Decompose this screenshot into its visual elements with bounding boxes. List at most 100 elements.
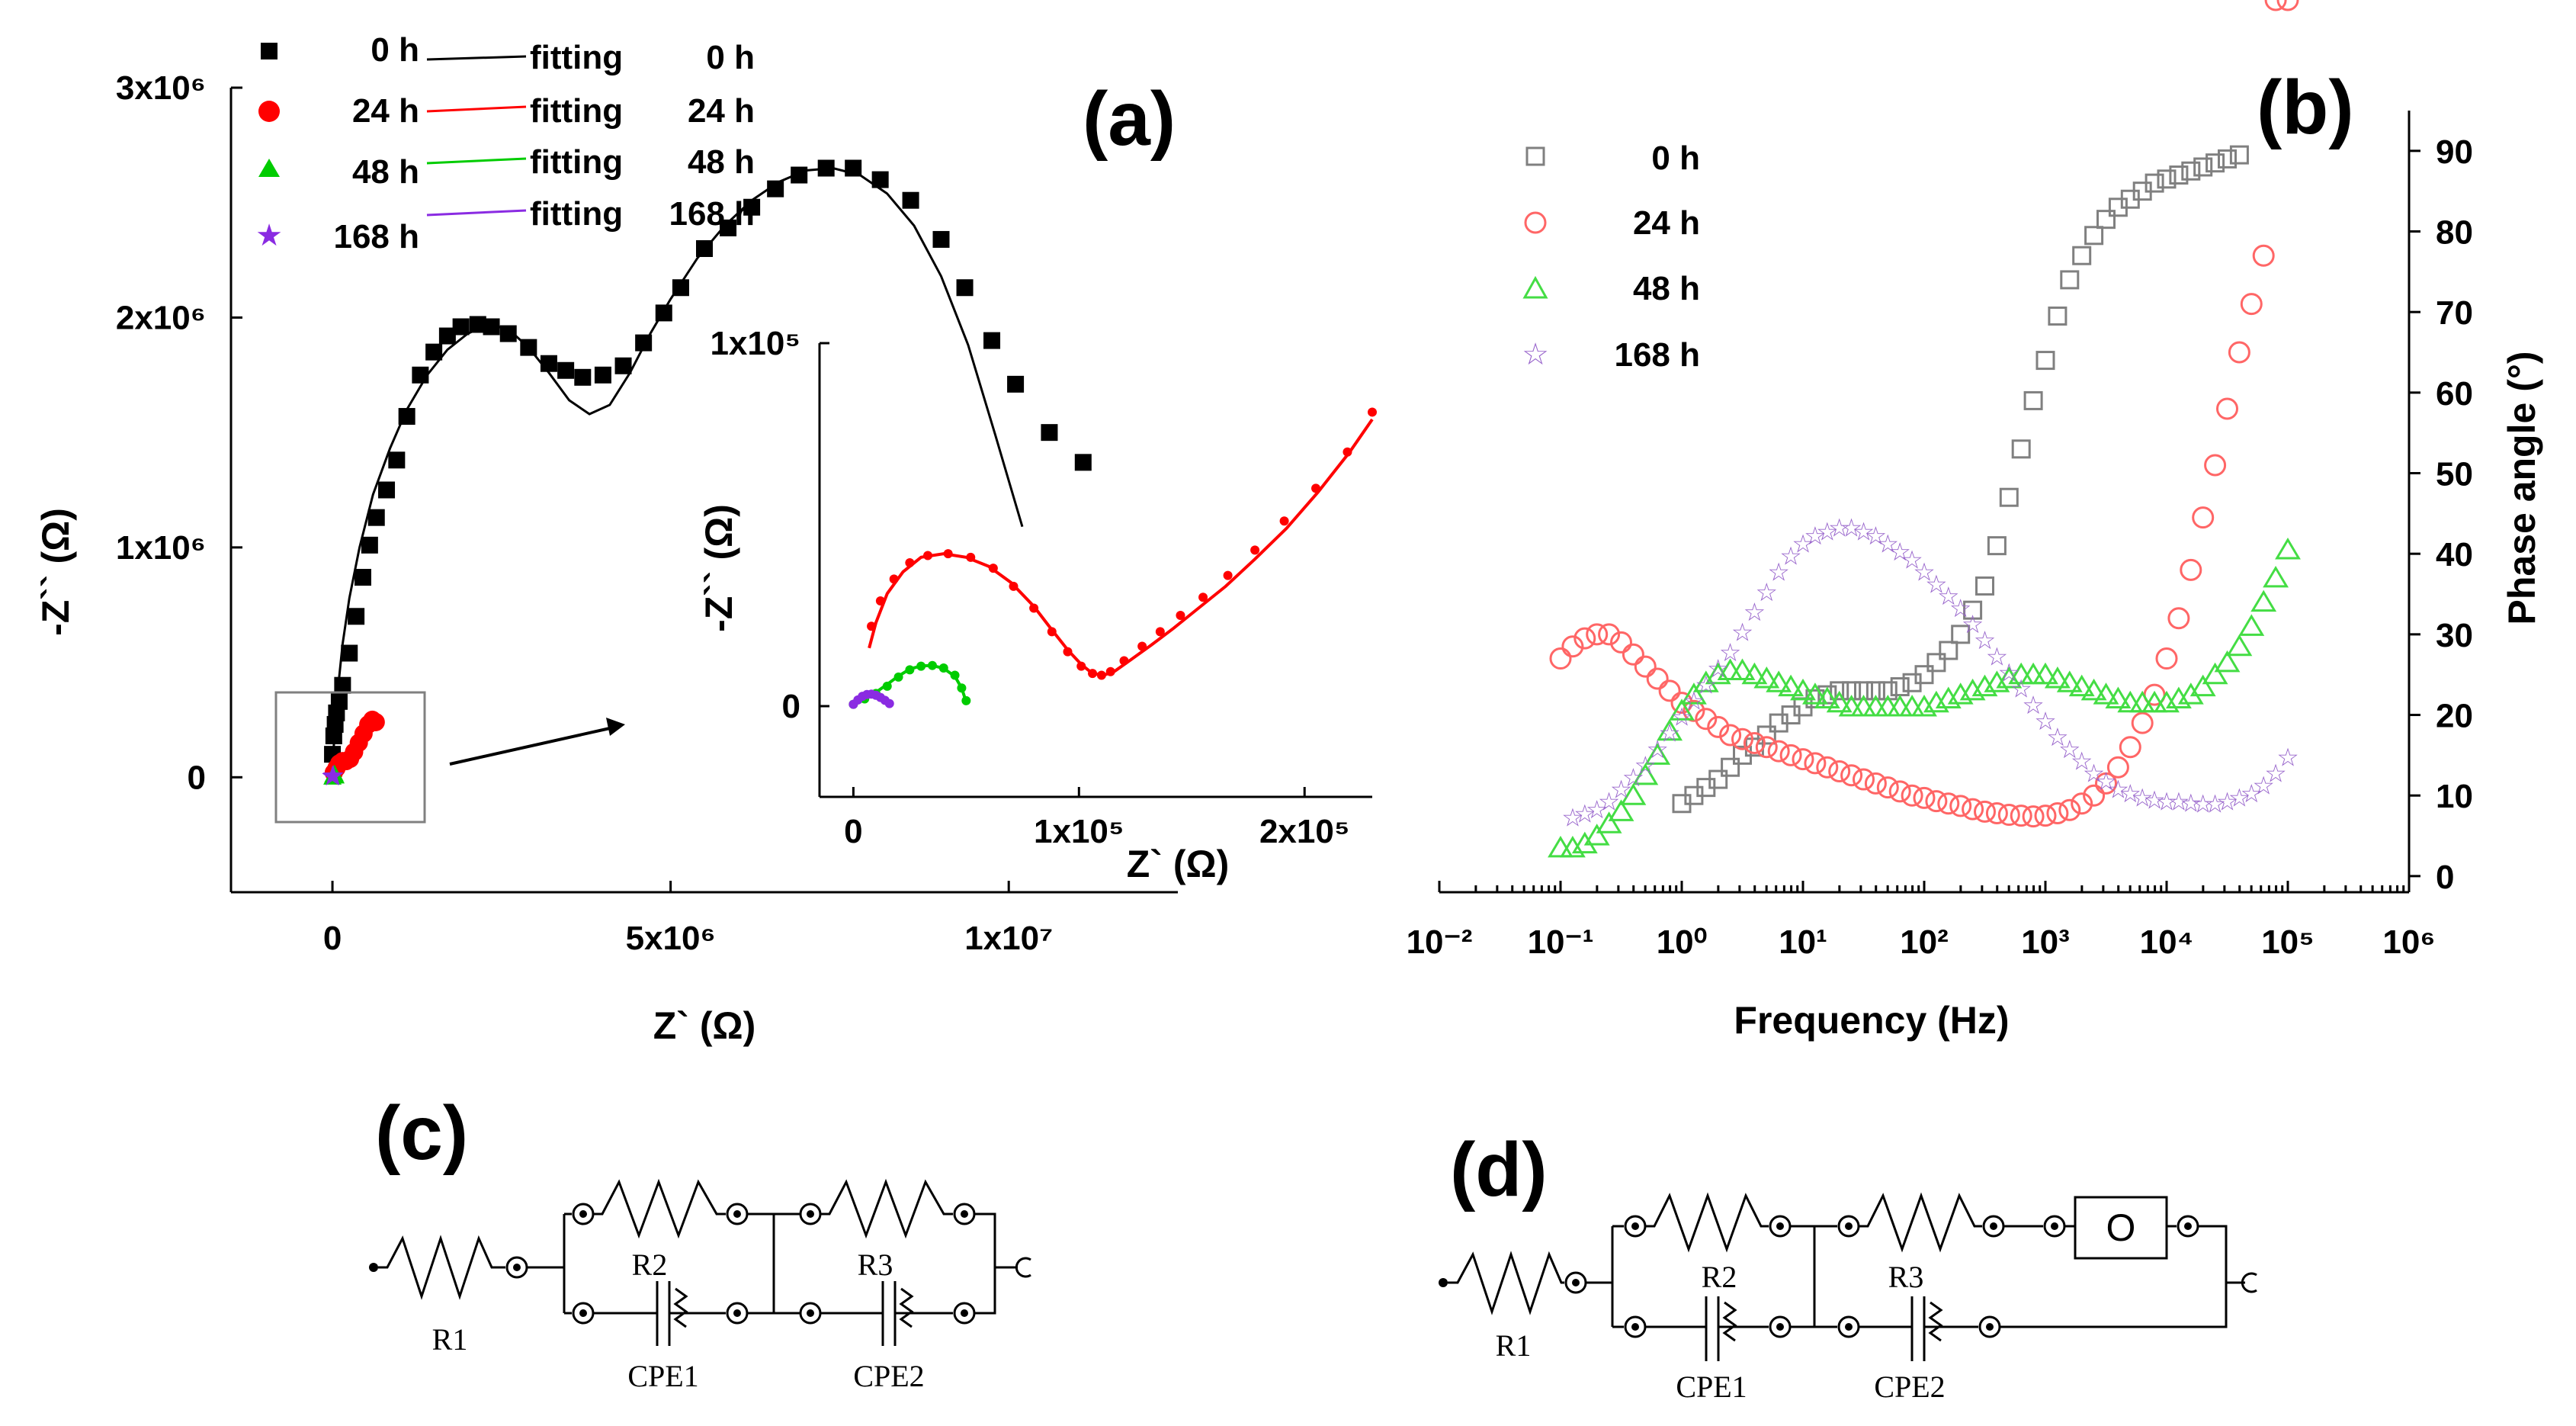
legend-fit-word-48h: fitting xyxy=(530,143,623,181)
circuit-c-cpe1-zigzag xyxy=(673,1287,688,1328)
inset-point-48h xyxy=(950,670,960,680)
point-0h xyxy=(412,366,429,384)
point-0h xyxy=(483,318,500,336)
phase-point-24h xyxy=(1549,647,1572,670)
inset-point-24h xyxy=(1176,611,1185,620)
y-tick-label: 50 xyxy=(2436,456,2473,493)
phase-point-24h xyxy=(1598,623,1621,646)
phase-point-168h: ☆ xyxy=(2058,735,2081,763)
panel-a: 0 5x10⁶ 1x10⁷ 0 1x10⁶ 2x10⁶ 3x10⁶ Z` (Ω) -Z`` … xyxy=(34,31,1377,1047)
panel-d-circuit: (d) O R1 R2 R3 CPE1 CPE2 xyxy=(1439,1127,2257,1404)
legend-b-label-24h: 24 h xyxy=(1633,204,1700,242)
circuit-c-node xyxy=(726,1302,749,1325)
phase-point-48h xyxy=(1632,763,1659,785)
phase-point-48h xyxy=(1680,682,1707,705)
point-0h xyxy=(655,304,672,322)
phase-point-168h: ☆ xyxy=(1670,703,1693,731)
point-0h xyxy=(845,159,862,177)
circuit-c-node xyxy=(572,1203,595,1225)
phase-point-48h xyxy=(2105,686,2132,708)
phase-point-168h: ☆ xyxy=(2252,771,2275,799)
circuit-d-node xyxy=(1564,1271,1587,1294)
circuit-d-cpe2 xyxy=(1859,1296,1978,1361)
circuit-c-wire xyxy=(527,1212,572,1315)
legend-b-label-0h: 0 h xyxy=(1651,140,1700,177)
phase-point-48h xyxy=(1644,743,1671,765)
panel-d-title: (d) xyxy=(1450,1127,1548,1212)
point-0h xyxy=(817,159,835,177)
phase-point-48h xyxy=(2275,537,2301,560)
circuit-c-terminal-left xyxy=(369,1263,378,1272)
legend-b-label-48h: 48 h xyxy=(1633,270,1700,307)
inset-point-24h xyxy=(943,549,953,559)
phase-point-168h: ☆ xyxy=(1974,626,1997,654)
point-0h xyxy=(398,408,415,426)
phase-point-24h xyxy=(1997,804,2020,827)
phase-point-168h: ☆ xyxy=(1853,518,1875,546)
phase-point-0h xyxy=(2048,306,2068,326)
phase-point-48h xyxy=(1814,686,1840,708)
legend-fit-label-168h: 168 h xyxy=(669,195,755,233)
phase-point-168h: ☆ xyxy=(1888,538,1911,566)
phase-point-24h xyxy=(1804,752,1827,775)
phase-point-24h xyxy=(2106,756,2129,779)
phase-point-168h: ☆ xyxy=(1925,570,1948,598)
phase-point-0h xyxy=(1708,769,1728,789)
circuit-d-node xyxy=(1769,1215,1792,1238)
phase-point-24h xyxy=(1646,667,1669,690)
inset-point-24h xyxy=(1250,545,1260,555)
phase-point-168h: ☆ xyxy=(2155,788,2178,816)
inset-point-24h xyxy=(1063,647,1073,657)
phase-point-168h: ☆ xyxy=(1816,518,1839,546)
phase-point-48h xyxy=(2226,634,2253,657)
phase-point-168h: ☆ xyxy=(2192,790,2215,818)
phase-point-24h xyxy=(2046,801,2069,824)
circuit-d-node xyxy=(1978,1315,2001,1338)
legend-fit-label-24h: 24 h xyxy=(688,92,755,130)
phase-point-168h: ☆ xyxy=(1574,799,1596,827)
inset-point-48h xyxy=(957,683,967,693)
phase-point-0h xyxy=(2229,145,2249,165)
phase-point-48h xyxy=(2093,682,2119,705)
inset-point-24h xyxy=(889,574,899,584)
circuit-d-node xyxy=(2177,1215,2199,1238)
legend-marker-168h: ★ xyxy=(255,219,283,252)
phase-point-168h: ☆ xyxy=(1998,658,2021,686)
circuit-d-node xyxy=(1624,1315,1647,1338)
phase-point-168h: ☆ xyxy=(2228,783,2251,811)
phase-point-24h xyxy=(2131,711,2154,734)
inset-point-24h xyxy=(867,621,877,631)
circuit-d-label-r2: R2 xyxy=(1702,1260,1737,1294)
inset-point-24h xyxy=(1076,661,1086,671)
phase-point-168h: ☆ xyxy=(1986,642,2009,670)
phase-point-48h xyxy=(2189,674,2216,697)
panel-a-fit-0h xyxy=(331,166,1024,778)
phase-point-24h xyxy=(2276,0,2299,11)
circuit-c-node xyxy=(726,1203,749,1225)
phase-point-168h: ☆ xyxy=(2143,785,2166,814)
panel-b-title: (b) xyxy=(2257,65,2354,150)
inset-ticks: 0 1x10⁵ 2x10⁵ 0 1x10⁵ xyxy=(710,325,1349,850)
phase-point-48h xyxy=(1826,690,1853,713)
phase-point-24h xyxy=(1840,764,1863,787)
phase-point-48h xyxy=(1620,783,1647,805)
panel-b-legend: ☆ 0 h 24 h 48 h 168 h xyxy=(1522,140,1700,374)
circuit-d-label-r3: R3 xyxy=(1888,1260,1924,1294)
phase-point-24h xyxy=(1561,635,1584,658)
phase-point-0h xyxy=(1963,600,1983,620)
phase-point-24h xyxy=(1574,627,1596,650)
point-0h xyxy=(557,361,575,379)
phase-point-24h xyxy=(1974,800,1996,823)
circuit-c-label-r3: R3 xyxy=(858,1248,893,1282)
phase-point-24h xyxy=(1913,786,1936,809)
phase-point-168h: ☆ xyxy=(1646,735,1669,763)
phase-point-24h xyxy=(1816,756,1839,779)
phase-point-48h xyxy=(2056,670,2083,692)
phase-point-168h: ☆ xyxy=(1610,776,1633,804)
phase-point-0h xyxy=(1939,641,1958,660)
circuit-c-r1-resistor xyxy=(378,1235,505,1300)
x-tick-label: 10¹ xyxy=(1779,923,1827,961)
circuit-c-node xyxy=(799,1302,822,1325)
phase-point-168h: ☆ xyxy=(2264,760,2287,788)
